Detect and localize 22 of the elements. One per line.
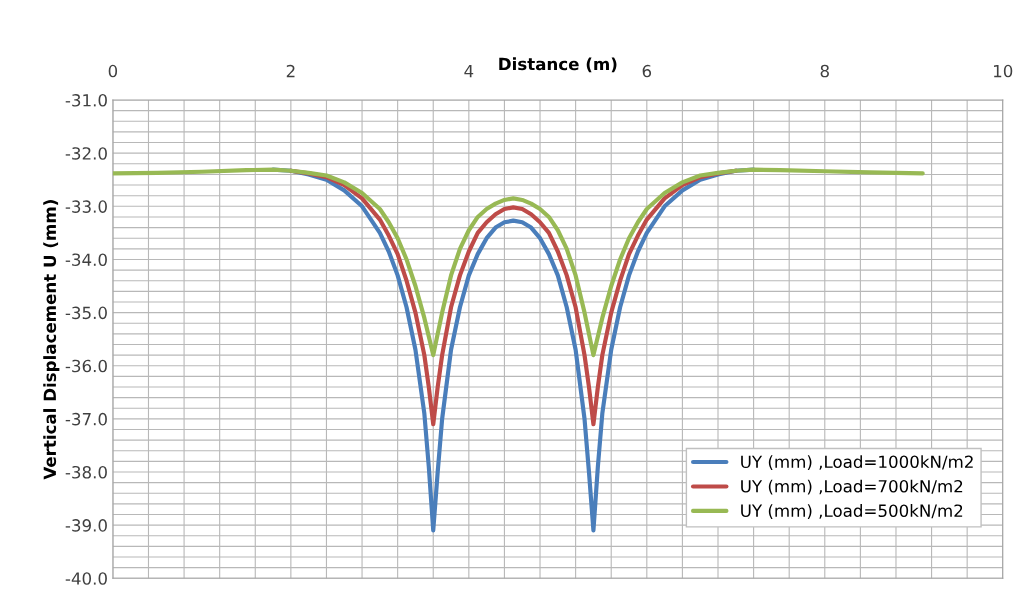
legend-label: UY (mm) ,Load=700kN/m2: [741, 479, 963, 495]
legend-label: UY (mm) ,Load=1000kN/m2: [741, 455, 973, 471]
y-tick-label: -37.0: [65, 412, 107, 426]
x-tick-label: 8: [820, 64, 829, 78]
y-tick-label: -35.0: [65, 306, 107, 320]
x-tick-label: 6: [642, 64, 652, 78]
x-tick-label: 4: [464, 64, 474, 78]
y-tick-label: -33.0: [65, 200, 107, 213]
y-tick-label: -31.0: [65, 94, 107, 107]
x-axis-title: Distance (m): [499, 57, 617, 73]
legend-label: UY (mm) ,Load=500kN/m2: [741, 504, 963, 519]
y-tick-label: -36.0: [65, 359, 107, 373]
y-tick-label: -38.0: [65, 465, 107, 479]
y-tick-label: -32.0: [65, 147, 107, 160]
y-tick-label: -40.0: [65, 572, 107, 585]
x-tick-label: 10: [993, 64, 1013, 78]
y-tick-label: -39.0: [65, 519, 107, 532]
y-axis-title: Vertical Displacement U (mm): [43, 200, 60, 480]
line-series: [112, 167, 925, 358]
y-tick-label: -34.0: [65, 253, 107, 267]
x-tick-label: 2: [286, 64, 295, 78]
x-tick-label: 0: [108, 64, 118, 78]
